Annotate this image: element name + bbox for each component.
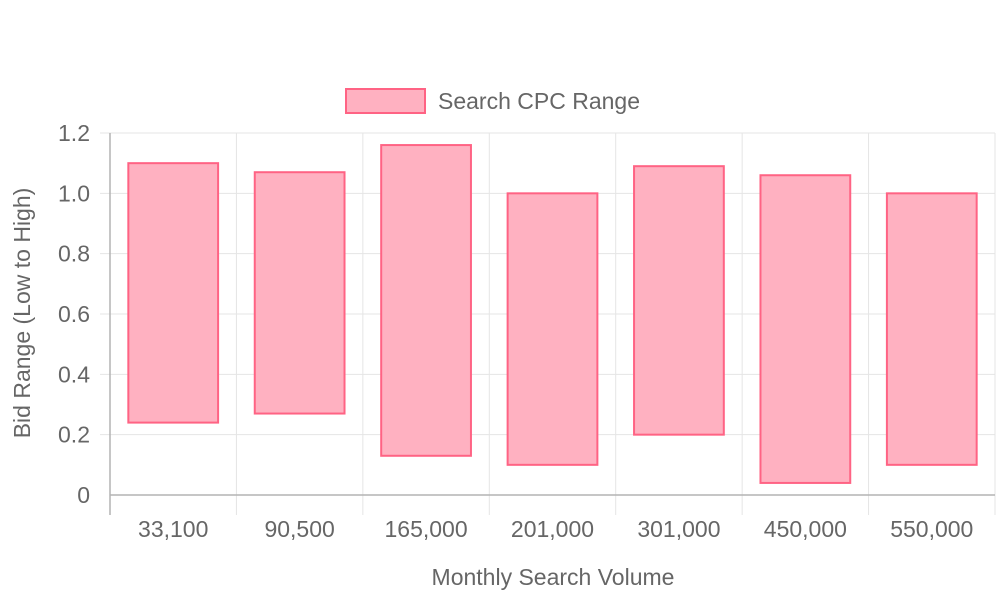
y-tick-label: 1.2 [58, 120, 90, 146]
y-tick-label: 0.2 [58, 422, 90, 448]
x-tick-label: 33,100 [138, 516, 208, 542]
range-bar[interactable] [127, 162, 220, 424]
axes [109, 133, 995, 515]
y-tick-label: 0 [77, 482, 90, 508]
legend[interactable]: Search CPC Range [345, 88, 640, 114]
y-axis-title: Bid Range (Low to High) [9, 188, 35, 439]
y-tick-label: 1.0 [58, 180, 90, 206]
range-bar[interactable] [633, 165, 725, 436]
range-bar[interactable] [506, 192, 599, 466]
x-tick-labels: 33,100 90,500 165,000 201,000 301,000 450,000… [138, 516, 973, 542]
range-bar[interactable] [759, 174, 852, 484]
legend-label: Search CPC Range [438, 88, 640, 114]
x-tick-label: 90,500 [264, 516, 334, 542]
x-tick-label: 201,000 [511, 516, 594, 542]
range-bar[interactable] [253, 171, 346, 415]
y-tick-labels: 0 0.2 0.4 0.6 0.8 1.0 1.2 [58, 120, 90, 508]
range-bar[interactable] [380, 144, 472, 457]
x-tick-label: 450,000 [764, 516, 847, 542]
x-tick-label: 550,000 [890, 516, 973, 542]
range-bar[interactable] [885, 192, 978, 466]
bars [127, 144, 978, 484]
x-tick-label: 165,000 [385, 516, 468, 542]
legend-swatch [345, 88, 426, 114]
x-tick-label: 301,000 [637, 516, 720, 542]
y-tick-label: 0.6 [58, 301, 90, 327]
y-tick-label: 0.4 [58, 361, 90, 387]
y-tick-label: 0.8 [58, 241, 90, 267]
x-axis-title: Monthly Search Volume [432, 564, 675, 590]
